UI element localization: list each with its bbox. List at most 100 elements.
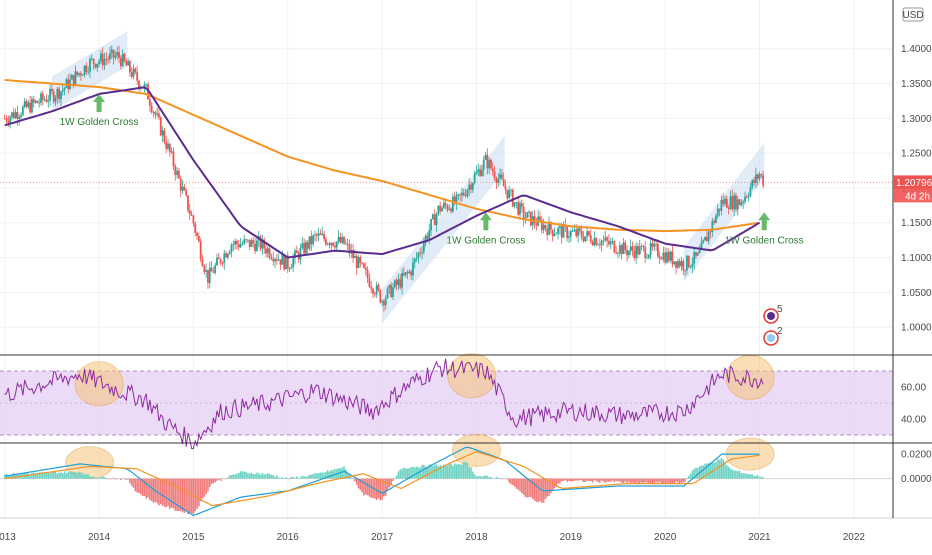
macd-hist-bar [760, 476, 763, 479]
candle-body [134, 68, 137, 73]
ma-50-line [4, 86, 761, 259]
macd-hist-bar [655, 478, 657, 483]
macd-hist-bar [92, 476, 95, 479]
macd-hist-bar [49, 473, 51, 479]
macd-hist-bar [682, 478, 685, 483]
candle-body [148, 99, 151, 106]
macd-hist-bar [488, 476, 490, 479]
candle-body [85, 65, 88, 72]
candle-body [577, 228, 579, 236]
candle-body [266, 248, 269, 254]
macd-hist-bar [167, 478, 169, 507]
candle-body [152, 112, 155, 113]
candle-body [519, 203, 521, 215]
candle-body [31, 99, 33, 113]
candle-body [274, 258, 276, 262]
candle-body [288, 268, 291, 270]
macd-hist-bar [475, 476, 478, 479]
macd-hist-bar [404, 468, 407, 479]
macd-hist-bar [426, 466, 429, 479]
candle-body [72, 75, 75, 85]
macd-hist-bar [345, 469, 347, 479]
macd-hist-bar [254, 473, 256, 479]
candle-body [488, 159, 491, 169]
candle-body [190, 214, 193, 216]
macd-hist-bar [747, 474, 750, 479]
macd-hist-bar [368, 478, 371, 497]
macd-hist-bar [205, 478, 207, 495]
candle-body [548, 222, 550, 235]
macd-hist-bar [230, 475, 233, 479]
macd-hist-bar [455, 464, 458, 479]
candle-body [78, 73, 81, 75]
macd-hist-bar [301, 475, 304, 479]
macd-hist-bar [562, 478, 565, 482]
candle-body [535, 223, 538, 226]
candle-body [89, 58, 91, 72]
candle-body [156, 113, 159, 115]
macd-hist-bar [216, 478, 218, 481]
macd-hist-bar [716, 459, 719, 479]
candle-body [553, 234, 556, 236]
macd-hist-bar [203, 478, 206, 497]
macd-hist-bar [357, 478, 360, 489]
x-tick-label: 2014 [88, 532, 111, 543]
macd-hist-bar [51, 472, 53, 479]
candle-body [303, 243, 305, 254]
macd-hist-bar [363, 478, 365, 496]
candle-body [426, 235, 429, 239]
macd-hist-bar [653, 478, 656, 485]
candle-body [138, 80, 140, 88]
golden-cross-label: 1W Golden Cross [725, 235, 804, 246]
macd-hist-bar [499, 478, 501, 480]
candle-body [323, 233, 325, 240]
x-tick-label: 2017 [371, 532, 394, 543]
macd-hist-bar [78, 471, 80, 479]
candle-body [470, 184, 472, 190]
candle-body [147, 84, 149, 100]
candle-body [132, 68, 135, 77]
macd-hist-bar [620, 478, 623, 483]
macd-hist-bar [715, 461, 717, 479]
candle-body [528, 211, 530, 213]
candle-body [686, 255, 688, 271]
macd-hist-bar [208, 478, 211, 488]
candle-body [640, 245, 643, 247]
event-marker-count: 5 [777, 304, 783, 315]
candle-body [241, 243, 244, 245]
macd-hist-bar [308, 474, 311, 479]
candle-body [437, 205, 440, 215]
candle-body [457, 194, 460, 196]
macd-hist-bar [452, 465, 454, 479]
candle-body [214, 265, 217, 273]
macd-hist-bar [720, 457, 723, 479]
x-tick-label: 2016 [277, 532, 300, 543]
ma-200-line [4, 79, 760, 233]
candle-body [502, 178, 505, 187]
macd-hist-bar [118, 478, 120, 479]
macd-hist-bar [9, 475, 11, 479]
candle-body [529, 211, 532, 226]
macd-hist-bar [172, 478, 175, 509]
candle-body [245, 239, 247, 241]
candle-body [421, 251, 423, 253]
candle-body [74, 71, 77, 85]
candle-body [517, 202, 520, 215]
candle-body [526, 212, 529, 218]
candle-body [676, 261, 679, 268]
macd-hist-bar [742, 473, 744, 479]
candle-body [584, 236, 587, 242]
candle-body [92, 58, 95, 64]
macd-hist-bar [105, 478, 108, 480]
candle-body [539, 216, 541, 221]
candle-body [707, 231, 710, 242]
candle-body [689, 266, 692, 268]
macd-hist-bar [259, 474, 262, 479]
candle-body [381, 300, 384, 303]
macd-hist-bar [74, 472, 77, 479]
candle-body [696, 252, 699, 256]
candle-body [63, 87, 66, 90]
candle-body [248, 239, 251, 247]
macd-hist-bar [582, 478, 585, 482]
macd-hist-bar [671, 478, 674, 484]
